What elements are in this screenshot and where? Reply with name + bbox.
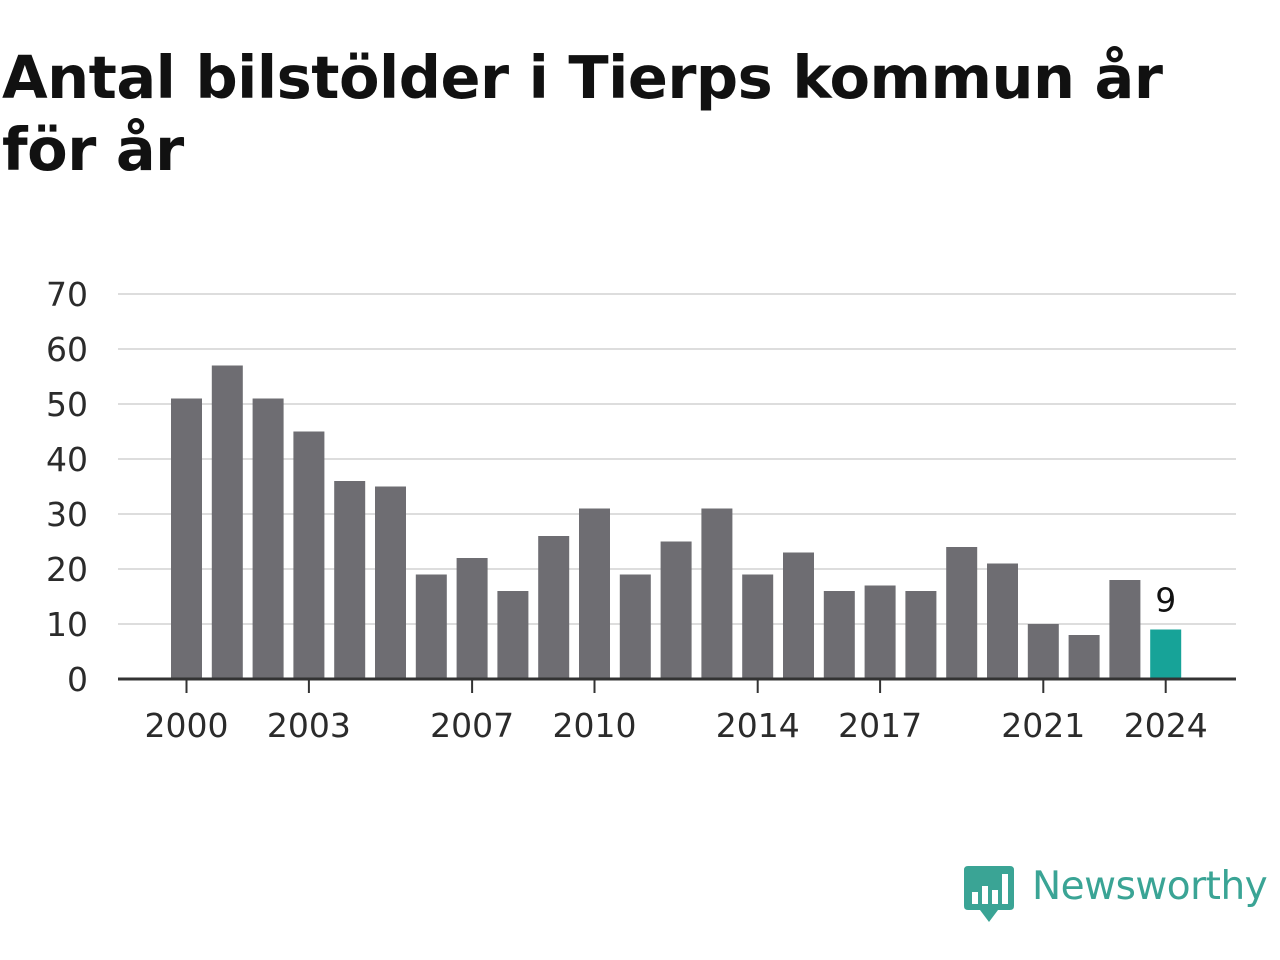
bar-2015 xyxy=(783,552,814,679)
bar-2001 xyxy=(211,365,243,679)
bar-2007 xyxy=(456,558,488,679)
bar-2009 xyxy=(538,536,570,679)
y-tick-label: 40 xyxy=(46,440,88,479)
bar-2003 xyxy=(293,431,325,679)
bar-2000 xyxy=(171,398,202,679)
newsworthy-logo-icon xyxy=(964,866,1014,922)
data-label-2024: 9 xyxy=(1155,581,1176,620)
brand-name: Newsworthy xyxy=(1032,864,1268,909)
bar-2018 xyxy=(905,591,937,679)
bar-2024 xyxy=(1150,629,1182,679)
x-tick-label: 2000 xyxy=(145,706,229,745)
y-tick-label: 20 xyxy=(46,550,88,589)
x-tick-label: 2007 xyxy=(430,706,514,745)
bar-2012 xyxy=(660,541,692,679)
bar-2023 xyxy=(1109,580,1141,679)
bar-2022 xyxy=(1068,635,1100,679)
bar-2004 xyxy=(334,481,366,679)
bar-2019 xyxy=(946,547,978,679)
bar-2002 xyxy=(252,398,284,679)
x-tick-label: 2021 xyxy=(1001,706,1085,745)
brand-logo: Newsworthy xyxy=(962,862,1268,926)
data-labels: 9 xyxy=(1155,581,1176,620)
bar-2017 xyxy=(864,585,896,679)
bar-2013 xyxy=(701,508,733,679)
x-axis-labels: 2000 2003 2007 2010 2014 2017 2021 2024 xyxy=(145,706,1208,745)
bar-2008 xyxy=(497,591,529,679)
bar-2020 xyxy=(987,563,1018,679)
bar-2021 xyxy=(1027,624,1059,679)
y-tick-label: 0 xyxy=(67,660,88,699)
x-axis xyxy=(118,677,1236,693)
bars xyxy=(171,365,1182,679)
x-tick-label: 2017 xyxy=(838,706,922,745)
y-tick-label: 10 xyxy=(46,605,88,644)
y-tick-label: 70 xyxy=(46,275,88,314)
bar-2006 xyxy=(415,574,447,679)
bar-2010 xyxy=(579,508,610,679)
bar-2011 xyxy=(619,574,651,679)
y-axis-labels: 0 10 20 30 40 50 60 70 xyxy=(46,275,88,699)
y-tick-label: 30 xyxy=(46,495,88,534)
bar-2005 xyxy=(375,486,406,679)
page-title: Antal bilstölder i Tierps kommun år för … xyxy=(2,43,1163,184)
x-tick-label: 2024 xyxy=(1124,706,1208,745)
x-tick-label: 2014 xyxy=(716,706,800,745)
bar-2016 xyxy=(823,591,855,679)
bar-2014 xyxy=(742,574,774,679)
x-tick-label: 2010 xyxy=(553,706,637,745)
y-tick-label: 50 xyxy=(46,385,88,424)
x-tick-label: 2003 xyxy=(267,706,351,745)
y-tick-label: 60 xyxy=(46,330,88,369)
